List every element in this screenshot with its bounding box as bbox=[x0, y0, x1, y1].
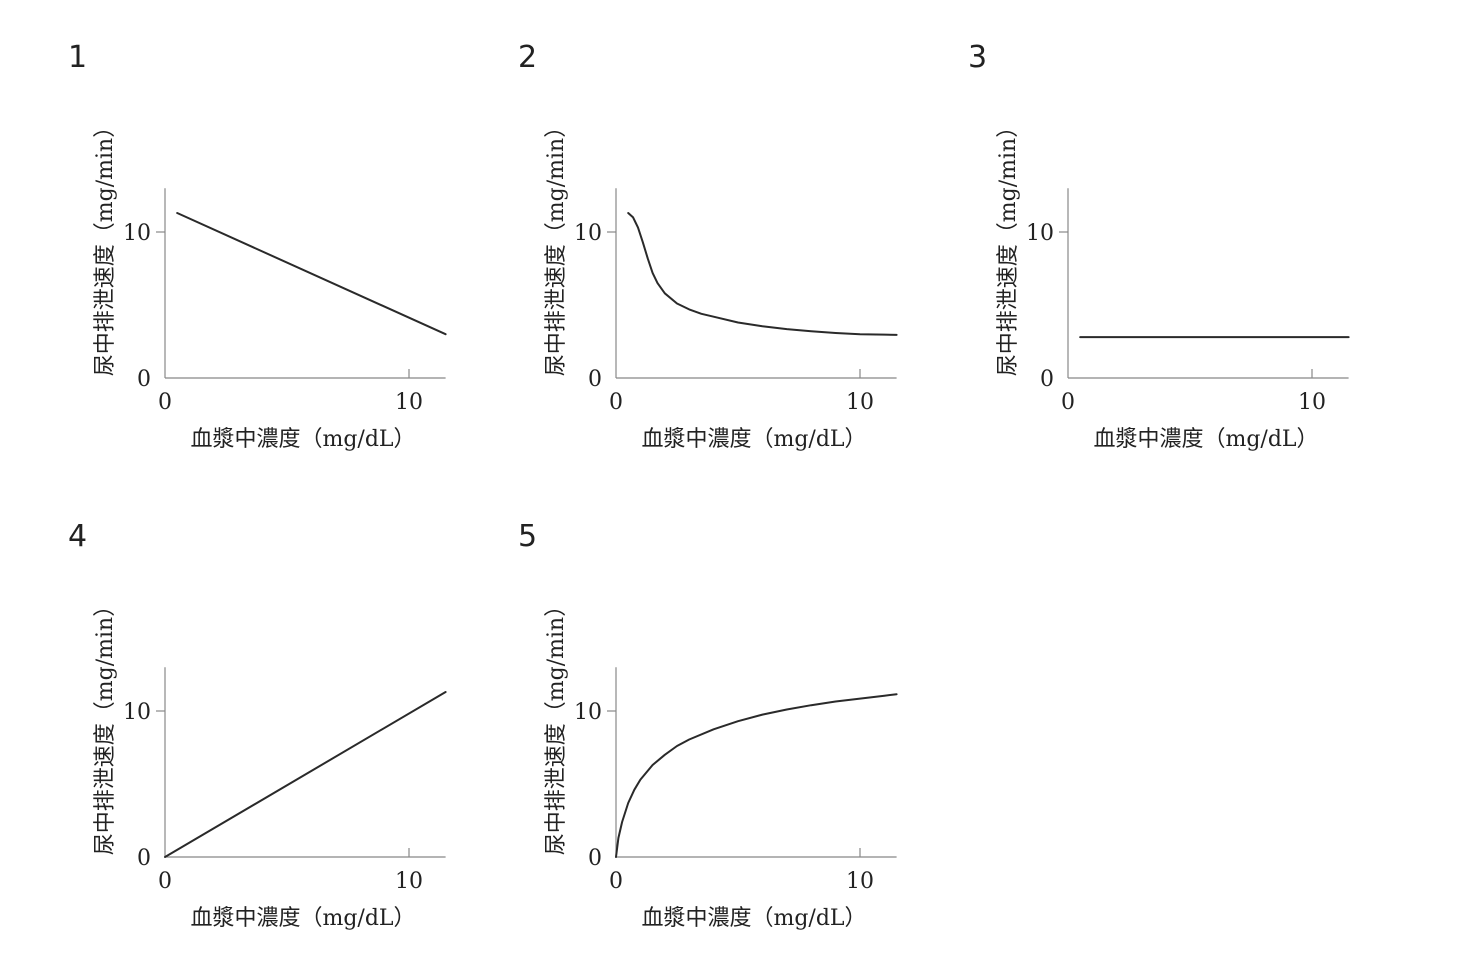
x-axis-label: 血漿中濃度（mg/dL） bbox=[1093, 427, 1318, 452]
x-tick-label: 10 bbox=[846, 390, 874, 415]
panel-number: 1 bbox=[68, 40, 87, 75]
y-tick-label: 0 bbox=[588, 367, 602, 392]
y-tick-label: 0 bbox=[588, 846, 602, 871]
series-line bbox=[627, 212, 898, 336]
x-tick-label: 10 bbox=[1298, 390, 1326, 415]
x-tick-label: 0 bbox=[1061, 390, 1075, 415]
series-line bbox=[164, 691, 447, 858]
y-tick-label: 10 bbox=[1026, 221, 1054, 246]
y-axis-label: 尿中排泄速度（mg/min） bbox=[544, 116, 569, 376]
x-tick-label: 10 bbox=[395, 390, 423, 415]
y-axis-label: 尿中排泄速度（mg/min） bbox=[93, 116, 118, 376]
chart-panel-3: 3 0 10 0 10 血漿中濃度（mg/dL） 尿中排泄速度（mg/min） bbox=[968, 40, 1350, 452]
y-tick-label: 10 bbox=[574, 221, 602, 246]
x-axis-label: 血漿中濃度（mg/dL） bbox=[190, 427, 415, 452]
x-axis-label: 血漿中濃度（mg/dL） bbox=[641, 427, 866, 452]
x-tick-label: 0 bbox=[158, 869, 172, 894]
y-tick-label: 0 bbox=[137, 846, 151, 871]
series-line bbox=[615, 693, 898, 858]
y-tick-label: 0 bbox=[137, 367, 151, 392]
x-tick-label: 10 bbox=[846, 869, 874, 894]
x-tick-label: 0 bbox=[609, 390, 623, 415]
y-tick-label: 0 bbox=[1040, 367, 1054, 392]
chart-panel-4: 4 0 10 0 10 血漿中濃度（mg/dL） 尿中排泄速度（mg/min） bbox=[68, 519, 447, 931]
y-tick-label: 10 bbox=[123, 221, 151, 246]
y-tick-label: 10 bbox=[574, 700, 602, 725]
y-axis-label: 尿中排泄速度（mg/min） bbox=[996, 116, 1021, 376]
x-axis-label: 血漿中濃度（mg/dL） bbox=[641, 906, 866, 931]
chart-panel-5: 5 0 10 0 10 血漿中濃度（mg/dL） 尿中排泄速度（mg/min） bbox=[518, 519, 898, 931]
panel-number: 3 bbox=[968, 40, 987, 75]
x-axis-label: 血漿中濃度（mg/dL） bbox=[190, 906, 415, 931]
panel-number: 5 bbox=[518, 519, 537, 554]
y-axis-label: 尿中排泄速度（mg/min） bbox=[93, 595, 118, 855]
panel-number: 4 bbox=[68, 519, 87, 554]
y-axis-label: 尿中排泄速度（mg/min） bbox=[544, 595, 569, 855]
series-line bbox=[176, 212, 447, 336]
x-tick-label: 0 bbox=[609, 869, 623, 894]
y-tick-label: 10 bbox=[123, 700, 151, 725]
panel-number: 2 bbox=[518, 40, 537, 75]
x-tick-label: 0 bbox=[158, 390, 172, 415]
x-tick-label: 10 bbox=[395, 869, 423, 894]
